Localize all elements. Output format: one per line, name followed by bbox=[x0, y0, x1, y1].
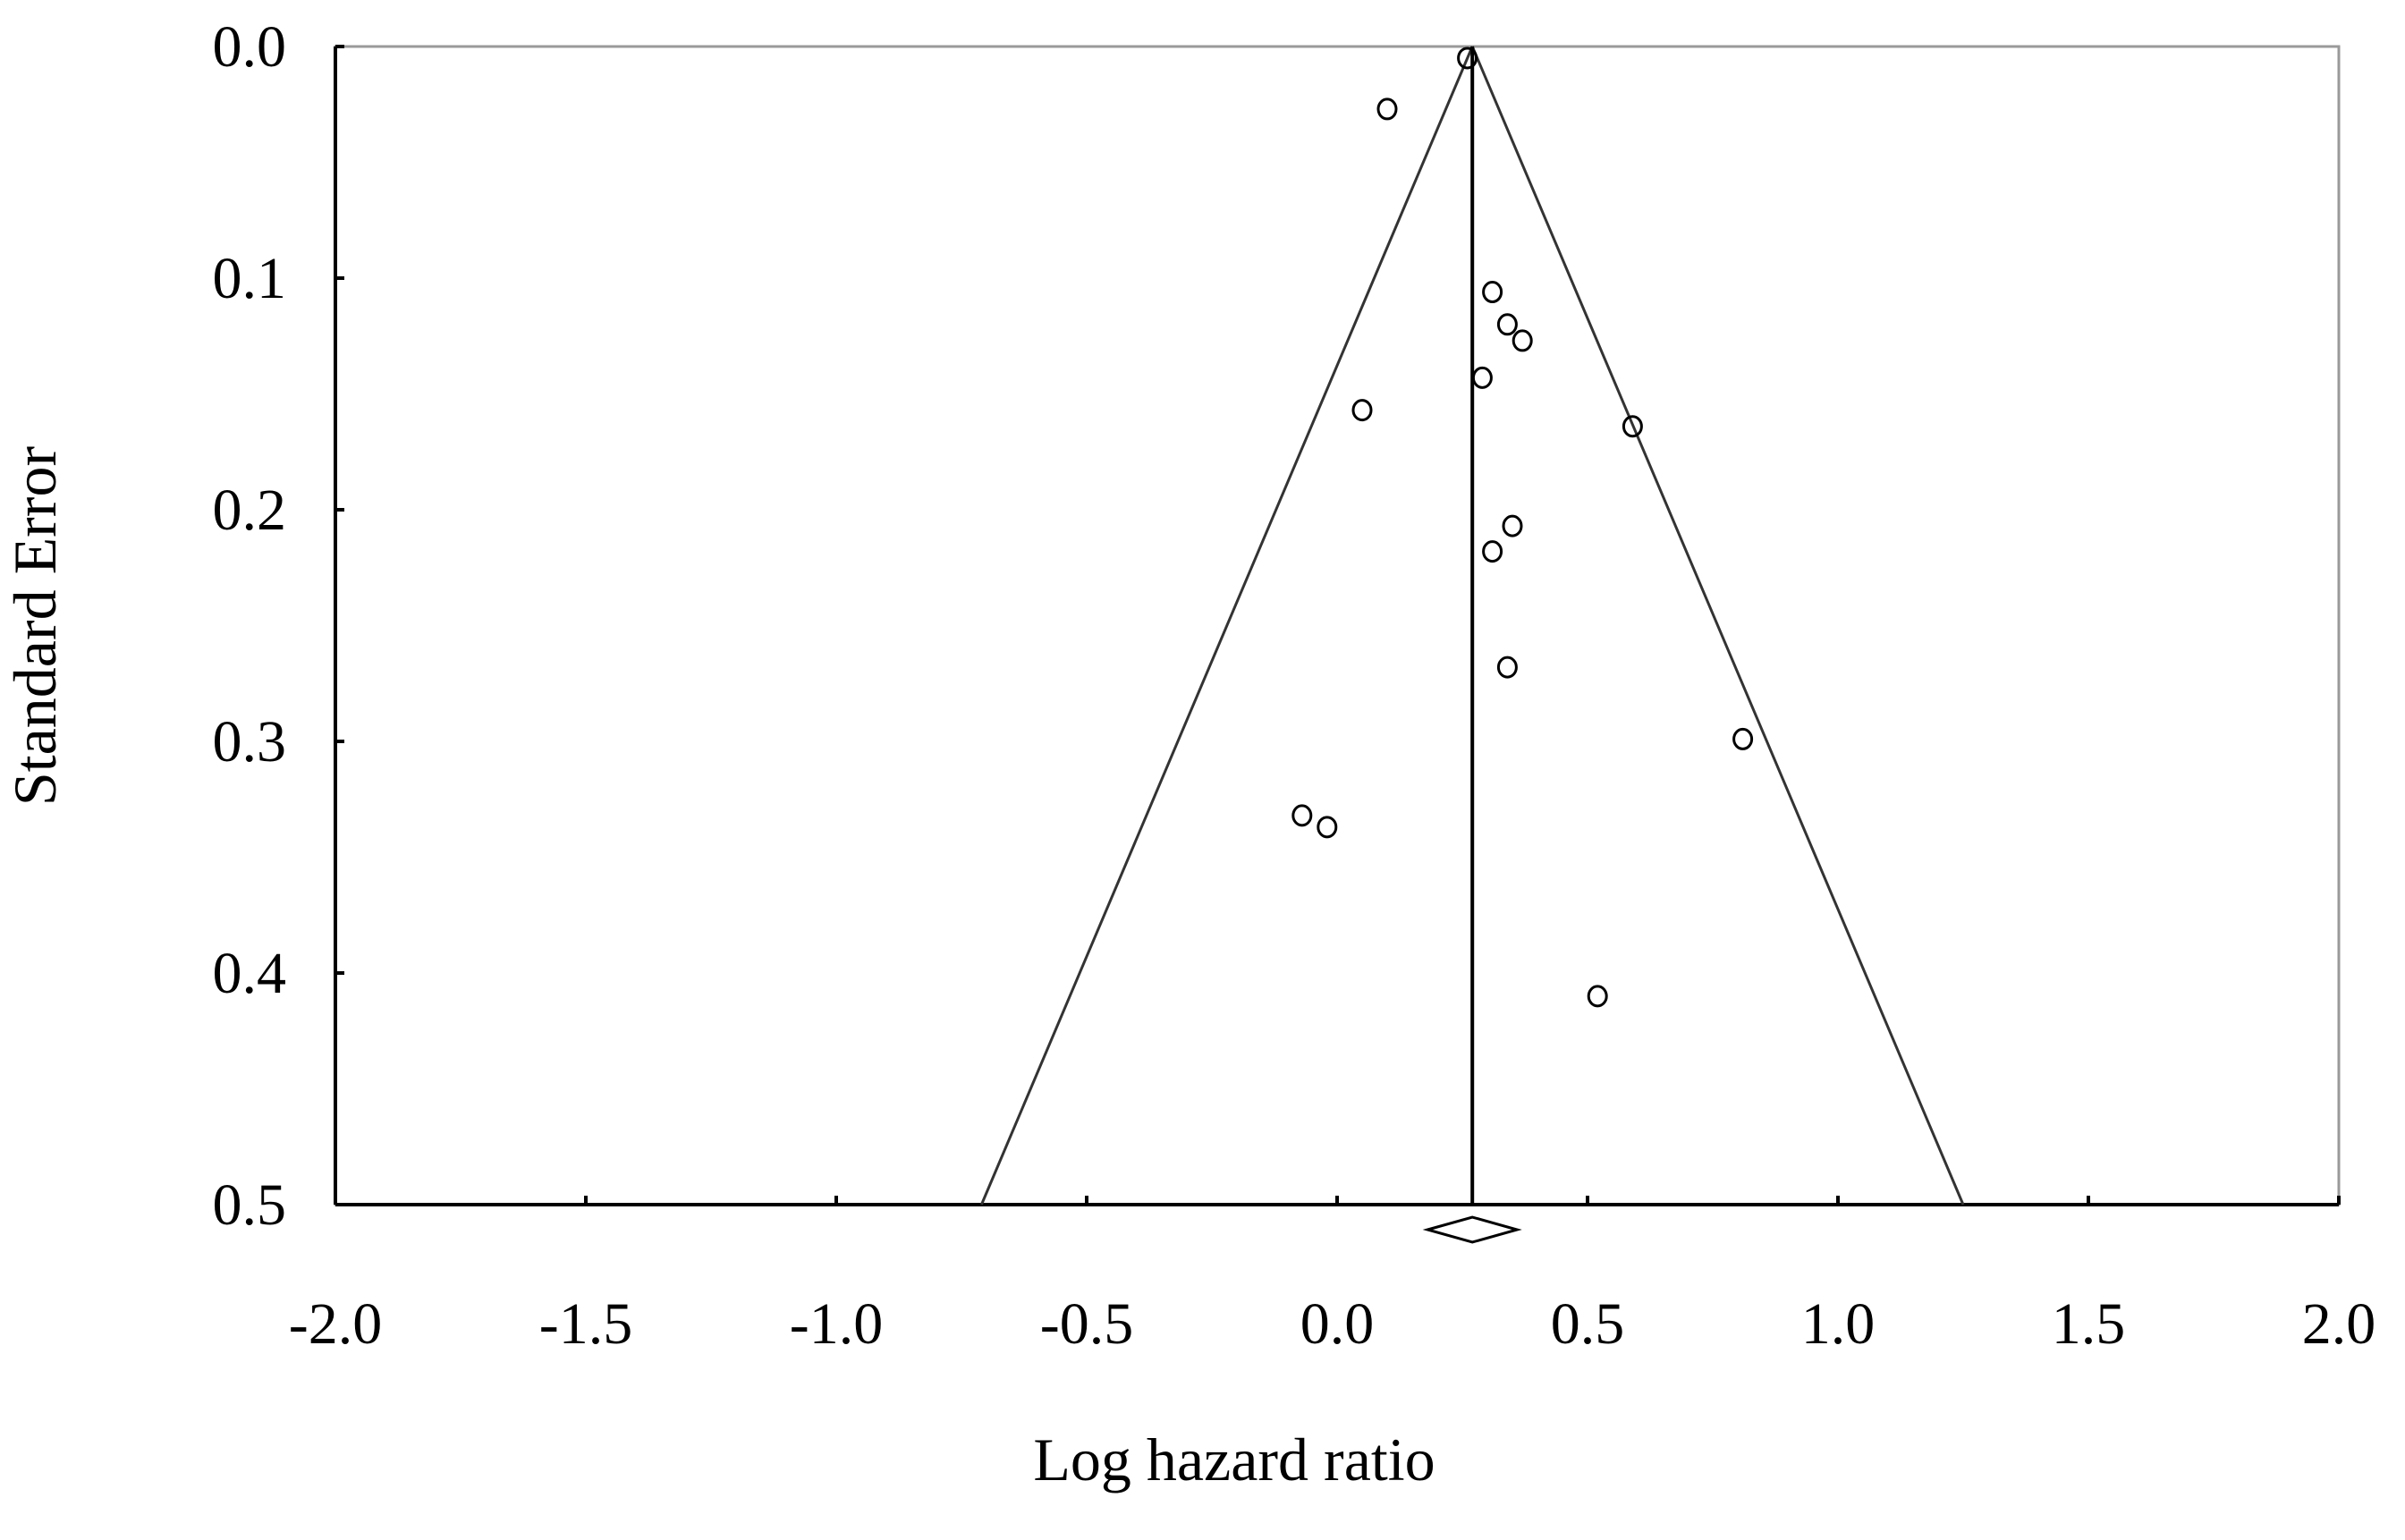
pooled-estimate-diamond bbox=[1422, 1215, 1522, 1244]
x-tick-label: 0.5 bbox=[1551, 1291, 1625, 1357]
study-point bbox=[1482, 540, 1503, 563]
y-axis-title: Standard Error bbox=[1, 446, 69, 807]
study-point bbox=[1351, 399, 1373, 422]
study-point bbox=[1496, 656, 1518, 679]
x-axis-title: Log hazard ratio bbox=[1033, 1426, 1435, 1493]
study-point bbox=[1317, 816, 1338, 839]
y-tick-label: 0.0 bbox=[213, 14, 287, 80]
study-point bbox=[1471, 366, 1493, 389]
y-tick-label: 0.2 bbox=[213, 478, 287, 543]
y-tick-label: 0.3 bbox=[213, 709, 287, 774]
x-tick-label: 2.0 bbox=[2302, 1291, 2376, 1357]
x-tick-label: -1.0 bbox=[790, 1291, 883, 1357]
x-tick-label: 0.0 bbox=[1300, 1291, 1375, 1357]
study-point bbox=[1496, 313, 1518, 336]
x-tick-label: -0.5 bbox=[1040, 1291, 1133, 1357]
funnel-left-boundary bbox=[980, 46, 1474, 1206]
x-tick-label: 1.5 bbox=[2052, 1291, 2126, 1357]
study-point bbox=[1732, 727, 1754, 750]
y-tick-label: 0.4 bbox=[213, 941, 287, 1006]
study-point bbox=[1502, 514, 1523, 537]
y-tick-label: 0.1 bbox=[213, 246, 287, 311]
study-point bbox=[1457, 47, 1478, 70]
study-point bbox=[1622, 415, 1643, 438]
funnel-right-boundary bbox=[1470, 46, 1965, 1206]
x-tick-label: 1.0 bbox=[1801, 1291, 1876, 1357]
study-point bbox=[1376, 97, 1398, 121]
points-group bbox=[1291, 47, 1754, 1008]
axes-group: -2.0 -1.5 -1.0 -0.5 0.0 0.5 1.0 1.5 2.0 0.0 0.1 0.2… bbox=[213, 14, 2376, 1357]
study-point bbox=[1291, 804, 1313, 827]
y-tick-label: 0.5 bbox=[213, 1172, 287, 1238]
x-tick-label: -1.5 bbox=[539, 1291, 632, 1357]
plot-frame bbox=[334, 45, 2341, 1206]
study-point bbox=[1512, 329, 1533, 352]
x-tick-label: -2.0 bbox=[289, 1291, 382, 1357]
study-point bbox=[1482, 281, 1503, 304]
funnel-group bbox=[980, 46, 1965, 1244]
study-point bbox=[1587, 985, 1608, 1008]
